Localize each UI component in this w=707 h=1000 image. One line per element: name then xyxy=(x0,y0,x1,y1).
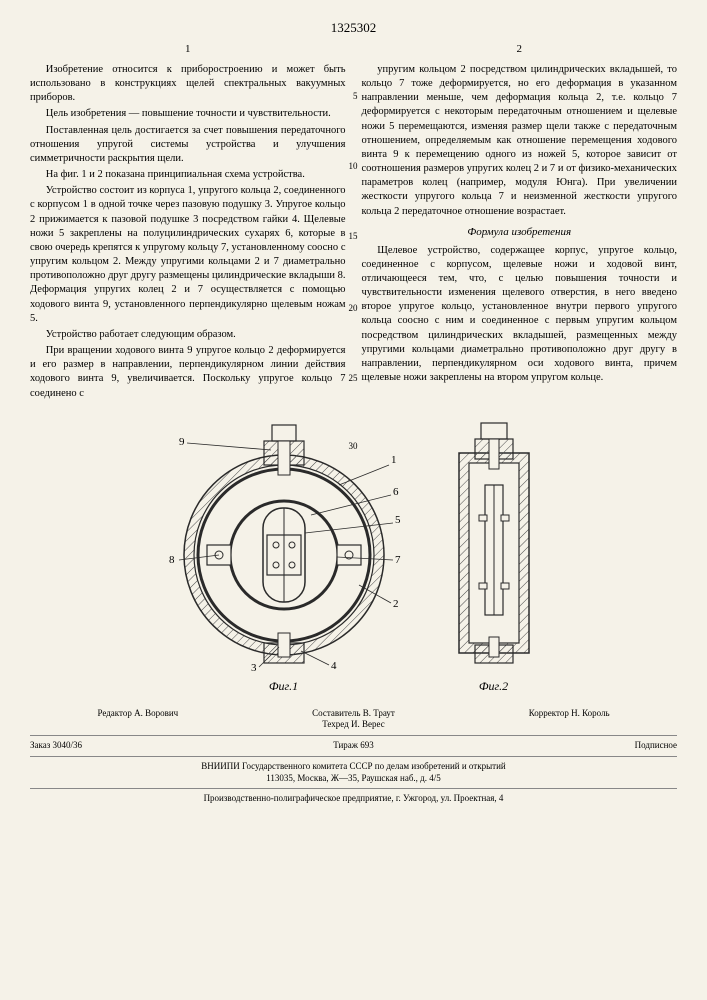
callout-1: 1 xyxy=(391,454,397,466)
patent-number: 1325302 xyxy=(30,20,677,36)
footer-editor: Редактор А. Ворович xyxy=(30,708,246,731)
figure-2: Фиг.2 xyxy=(439,415,549,694)
footer-composer: Составитель В. Траут xyxy=(312,708,395,718)
text-columns: 1 Изобретение относится к приборостроени… xyxy=(30,42,677,403)
callout-4: 4 xyxy=(331,660,337,672)
footer-addr: 113035, Москва, Ж—35, Раушская наб., д. … xyxy=(266,773,441,783)
callout-6: 6 xyxy=(393,486,399,498)
line-number: 20 xyxy=(344,302,358,314)
para: Поставленная цель достигается за счет по… xyxy=(30,124,346,167)
right-column: 2 5 10 15 20 25 30 упругим кольцом 2 пос… xyxy=(362,42,678,403)
fig2-caption: Фиг.2 xyxy=(479,679,508,694)
figure-1: 9 1 6 5 7 2 8 4 3 Фиг.1 xyxy=(159,415,409,694)
formula-title: Формула изобретения xyxy=(362,225,678,240)
callout-5: 5 xyxy=(395,514,401,526)
para: упругим кольцом 2 посредством цилиндриче… xyxy=(362,63,678,219)
fig1-caption: Фиг.1 xyxy=(269,679,298,694)
fig1-svg: 9 1 6 5 7 2 8 4 3 xyxy=(159,415,409,675)
patent-page: 1325302 1 Изобретение относится к прибор… xyxy=(0,0,707,825)
para: Устройство работает следующим образом. xyxy=(30,328,346,342)
line-number: 10 xyxy=(344,160,358,172)
fig2-svg xyxy=(439,415,549,675)
callout-2: 2 xyxy=(393,598,399,610)
footer-tirage: Тираж 693 xyxy=(246,740,462,752)
footer-order: Заказ 3040/36 xyxy=(30,740,246,752)
line-number: 30 xyxy=(344,440,358,452)
para: Щелевое устройство, содержащее корпус, у… xyxy=(362,244,678,386)
para: При вращении ходового винта 9 упругое ко… xyxy=(30,344,346,401)
para: Изобретение относится к приборостроению … xyxy=(30,63,346,106)
footer-org: ВНИИПИ Государственного комитета СССР по… xyxy=(201,761,505,771)
footer: Редактор А. Ворович Составитель В. Траут… xyxy=(30,708,677,805)
footer-print: Производственно-полиграфическое предприя… xyxy=(30,793,677,805)
callout-9: 9 xyxy=(179,436,185,448)
para: Устройство состоит из корпуса 1, упругог… xyxy=(30,184,346,326)
line-number: 5 xyxy=(344,90,358,102)
callout-7: 7 xyxy=(395,554,401,566)
left-column: 1 Изобретение относится к приборостроени… xyxy=(30,42,346,403)
left-col-number: 1 xyxy=(30,42,346,57)
footer-corrector: Корректор Н. Король xyxy=(461,708,677,731)
figures-row: 9 1 6 5 7 2 8 4 3 Фиг.1 xyxy=(30,415,677,694)
footer-sign: Подписное xyxy=(461,740,677,752)
line-number: 15 xyxy=(344,230,358,242)
callout-3: 3 xyxy=(251,662,257,674)
line-number: 25 xyxy=(344,372,358,384)
right-col-number: 2 xyxy=(362,42,678,57)
footer-techred: Техред И. Верес xyxy=(322,719,384,729)
callout-8: 8 xyxy=(169,554,175,566)
para: На фиг. 1 и 2 показана принципиальная сх… xyxy=(30,168,346,182)
para: Цель изобретения — повышение точности и … xyxy=(30,107,346,121)
